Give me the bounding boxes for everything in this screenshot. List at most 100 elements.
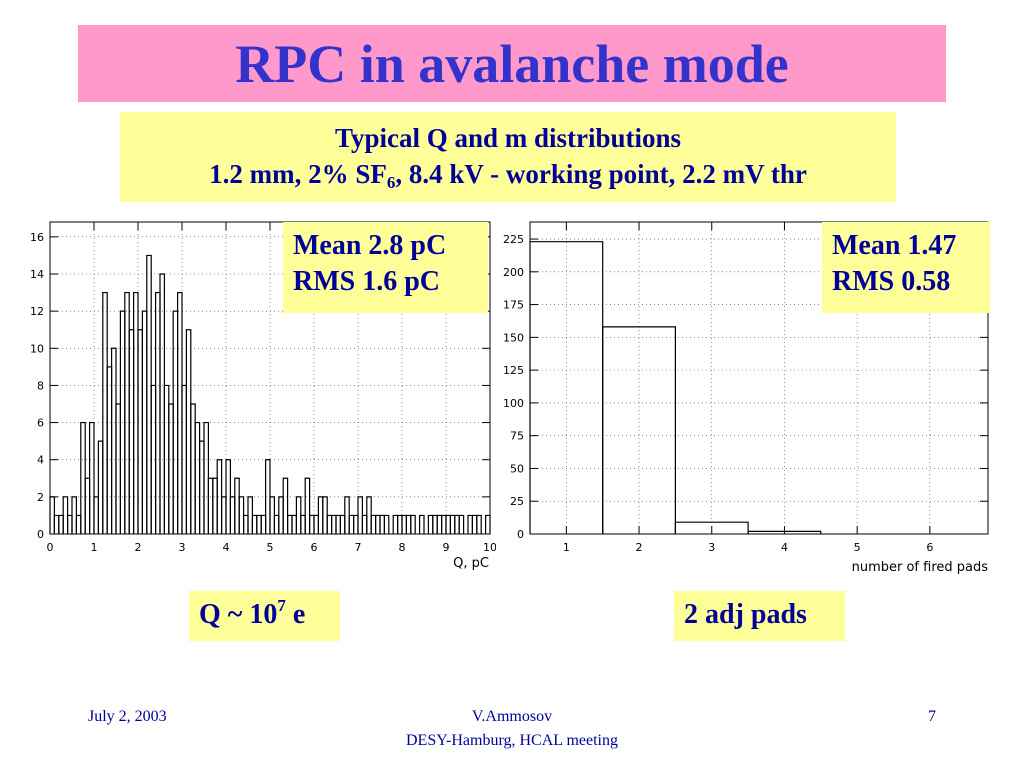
histogram-bar [317, 496, 324, 534]
x-tick-label: 2 [636, 541, 643, 554]
histogram-bar [256, 514, 262, 534]
histogram-bar [361, 514, 368, 534]
histogram-bar [194, 421, 201, 534]
histogram-bar [467, 514, 473, 534]
histogram-bar [379, 514, 385, 534]
subtitle-text-a: 1.2 mm, 2% SF [209, 159, 387, 189]
x-axis-title: number of fired pads [852, 560, 989, 575]
histogram-bar [278, 496, 284, 534]
histogram-bar [436, 514, 443, 534]
histogram-bar [602, 326, 676, 534]
histogram-bar [370, 514, 377, 534]
histogram-bar [357, 496, 363, 534]
histogram-bar [75, 514, 82, 534]
histogram-bar [128, 329, 135, 534]
x-tick-label: 9 [443, 541, 450, 554]
right-caption-text: 2 adj pads [684, 599, 807, 630]
x-tick-label: 3 [708, 541, 715, 554]
subtitle-subscript: 6 [386, 173, 396, 192]
y-tick-label: 12 [30, 305, 44, 318]
x-tick-label: 5 [267, 541, 274, 554]
y-tick-label: 25 [510, 495, 524, 508]
histogram-bar [234, 477, 240, 534]
histogram-bar [441, 514, 447, 534]
title-banner: RPC in avalanche mode [78, 25, 946, 102]
histogram-bar [124, 291, 130, 534]
x-tick-label: 1 [91, 541, 98, 554]
histogram-bar [427, 514, 434, 534]
x-tick-label: 6 [311, 541, 318, 554]
histogram-bar [392, 514, 399, 534]
histogram-bar [674, 521, 749, 534]
histogram-bar [304, 477, 311, 534]
histogram-bar [159, 273, 165, 534]
histogram-bar [410, 514, 416, 534]
histogram-bar [353, 514, 359, 534]
histogram-bar [313, 514, 319, 534]
histogram-bar [419, 514, 425, 534]
histogram-bar [221, 496, 227, 534]
y-tick-label: 0 [37, 528, 44, 541]
x-tick-label: 6 [926, 541, 933, 554]
histogram-bar [207, 477, 214, 534]
footer-date: July 2, 2003 [88, 708, 167, 725]
y-tick-label: 150 [503, 331, 524, 344]
x-tick-label: 4 [781, 541, 788, 554]
histogram-bar [53, 514, 60, 534]
right-rms: RMS 0.58 [832, 266, 951, 297]
histogram-bar [251, 514, 258, 534]
y-tick-label: 75 [510, 430, 524, 443]
histogram-bar [348, 514, 355, 534]
histogram-bar [309, 514, 315, 534]
histogram-bar [401, 514, 407, 534]
left-caption-exponent: 7 [277, 596, 286, 615]
subtitle-text-b: , 8.4 kV - working point, 2.2 mV thr [395, 159, 807, 189]
y-tick-label: 125 [503, 364, 524, 377]
x-tick-label: 5 [854, 541, 861, 554]
histogram-bar [212, 477, 218, 534]
histogram-bar [185, 329, 192, 534]
histogram-bar [485, 514, 491, 534]
histogram-bar [80, 421, 86, 534]
slide-title: RPC in avalanche mode [235, 33, 789, 94]
histogram-bar [229, 496, 236, 534]
histogram-bar [67, 514, 73, 534]
histogram-bar [476, 514, 482, 534]
x-tick-label: 8 [399, 541, 406, 554]
histogram-bar [93, 496, 99, 534]
y-tick-label: 225 [503, 233, 524, 246]
histogram-bar [168, 403, 174, 534]
histogram-bar [295, 496, 302, 534]
histogram-bar [287, 514, 293, 534]
histogram-bar [326, 514, 333, 534]
histogram-bar [133, 291, 139, 534]
y-tick-label: 6 [37, 417, 44, 430]
y-tick-label: 8 [37, 379, 44, 392]
histogram-bar [471, 514, 478, 534]
histogram-bar [375, 514, 381, 534]
histogram-bar [190, 403, 196, 534]
histogram-bar [137, 329, 143, 534]
histogram-bar [247, 496, 253, 534]
subtitle-line-2: 1.2 mm, 2% SF6, 8.4 kV - working point, … [120, 156, 896, 192]
histogram-bar [102, 291, 108, 534]
histogram-bar [747, 530, 822, 534]
histogram-bar [177, 291, 183, 534]
left-mean: Mean 2.8 pC [293, 230, 447, 261]
histogram-bar [49, 496, 55, 534]
y-tick-label: 0 [517, 528, 524, 541]
histogram-bar [203, 421, 209, 534]
histogram-bar [405, 514, 412, 534]
y-tick-label: 50 [510, 462, 524, 475]
y-tick-label: 200 [503, 266, 524, 279]
right-stats-box: Mean 1.47 RMS 0.58 [822, 222, 990, 313]
footer-author: V.Ammosov [471, 708, 553, 725]
subtitle-line-1: Typical Q and m distributions [334, 123, 682, 153]
x-tick-label: 0 [47, 541, 54, 554]
histogram-bar [449, 514, 456, 534]
x-tick-label: 2 [135, 541, 142, 554]
histogram-bar [432, 514, 438, 534]
histogram-bar [260, 514, 267, 534]
histogram-bar [322, 496, 328, 534]
